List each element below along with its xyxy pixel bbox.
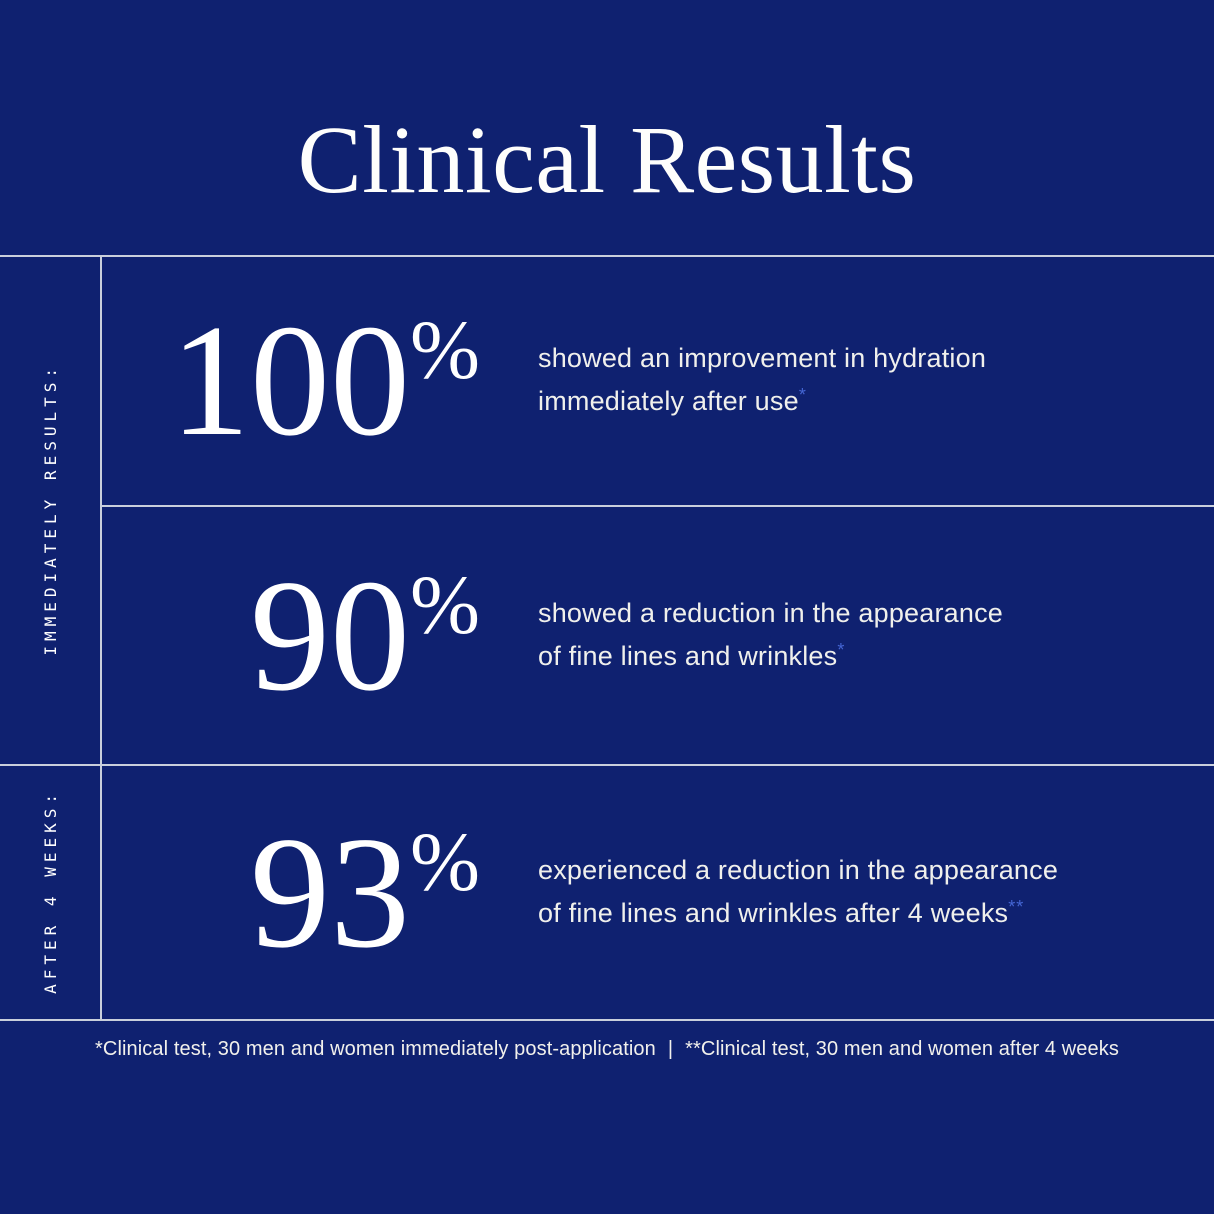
stat-description: showed a reduction in the appearance of … xyxy=(538,595,1003,675)
stat-number: 90 xyxy=(250,545,411,724)
stat-description-line1: experienced a reduction in the appearanc… xyxy=(538,854,1059,885)
divider-vertical xyxy=(100,255,102,1021)
stat-number: 100 xyxy=(170,291,411,469)
stat-row-hydration: 100% showed an improvement in hydration … xyxy=(102,257,1214,503)
stat-description: experienced a reduction in the appearanc… xyxy=(538,852,1058,932)
percent-sign: % xyxy=(410,304,480,397)
stat-row-fine-lines: 90% showed a reduction in the appearance… xyxy=(102,507,1214,762)
stat-value: 100% xyxy=(102,300,480,460)
stat-number: 93 xyxy=(250,802,411,981)
footnote-marker: * xyxy=(798,385,807,405)
stat-value: 93% xyxy=(102,812,480,972)
footnote-marker: ** xyxy=(1008,896,1025,917)
stat-value: 90% xyxy=(102,555,480,715)
footnote: *Clinical test, 30 men and women immedia… xyxy=(0,1038,1214,1061)
section-label-after-4-weeks: AFTER 4 WEEKS: xyxy=(0,766,100,1017)
page-title: Clinical Results xyxy=(297,106,917,213)
footnote-marker: * xyxy=(837,639,846,660)
stat-description-line1: showed an improvement in hydration xyxy=(538,343,987,373)
footnote-part1: *Clinical test, 30 men and women immedia… xyxy=(95,1038,656,1060)
divider-row1-row2 xyxy=(101,505,1214,507)
stat-description-line1: showed a reduction in the appearance xyxy=(538,597,1004,628)
stat-row-fine-lines-4-weeks: 93% experienced a reduction in the appea… xyxy=(102,766,1214,1017)
divider-top xyxy=(0,255,1214,257)
footnote-separator: | xyxy=(667,1038,674,1060)
stat-description: showed an improvement in hydration immed… xyxy=(538,340,986,420)
divider-bottom xyxy=(0,1019,1214,1021)
section-label-text: IMMEDIATELY RESULTS: xyxy=(40,363,60,656)
section-label-immediately-results: IMMEDIATELY RESULTS: xyxy=(0,257,100,762)
section-label-text: AFTER 4 WEEKS: xyxy=(40,789,60,994)
divider-row2-row3 xyxy=(0,764,1214,766)
stat-description-line2: immediately after use xyxy=(538,386,799,416)
percent-sign: % xyxy=(410,815,480,909)
percent-sign: % xyxy=(410,558,480,652)
footnote-part2: **Clinical test, 30 men and women after … xyxy=(685,1038,1119,1060)
stat-description-line2: of fine lines and wrinkles xyxy=(538,640,838,671)
stat-description-line2: of fine lines and wrinkles after 4 weeks xyxy=(538,897,1009,928)
